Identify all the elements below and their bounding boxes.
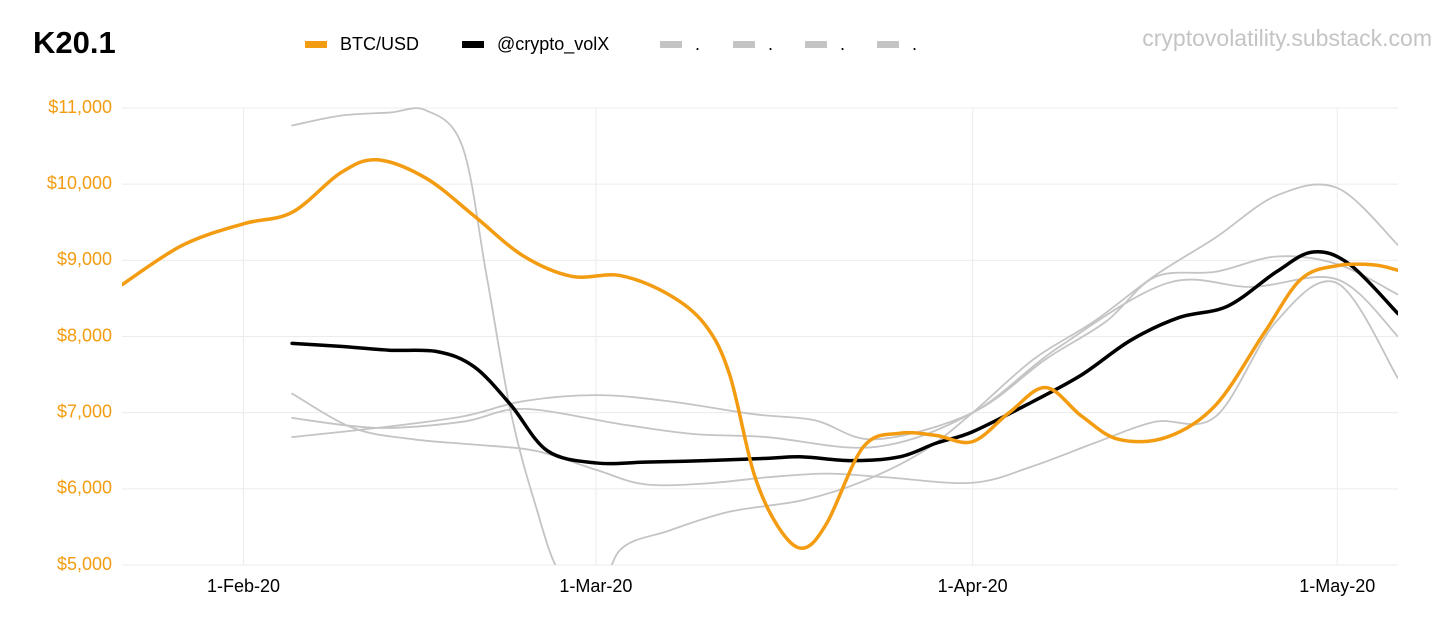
legend-label: BTC/USD <box>340 34 419 54</box>
legend-swatch <box>805 41 827 48</box>
legend-swatch <box>660 41 682 48</box>
legend-label: @crypto_volX <box>497 34 609 55</box>
legend-swatch <box>733 41 755 48</box>
data-line <box>122 157 1398 550</box>
data-line <box>291 276 1398 449</box>
data-line <box>291 107 1398 565</box>
legend-swatch <box>462 41 484 48</box>
x-tick-label: 1-Mar-20 <box>559 576 632 596</box>
legend-swatch <box>305 41 327 48</box>
legend-label: . <box>768 34 773 54</box>
legend-swatch <box>877 41 899 48</box>
source-label: cryptovolatility.substack.com <box>1142 25 1432 51</box>
x-tick-label: 1-Feb-20 <box>207 576 280 596</box>
x-tick-label: 1-Apr-20 <box>938 576 1008 596</box>
y-tick-label: $6,000 <box>57 478 112 498</box>
data-line <box>291 255 1398 441</box>
y-tick-label: $10,000 <box>47 173 112 193</box>
y-tick-label: $5,000 <box>57 554 112 574</box>
y-tick-label: $7,000 <box>57 401 112 421</box>
data-line <box>291 280 1398 487</box>
y-tick-label: $11,000 <box>48 97 112 117</box>
legend-label: . <box>912 34 917 54</box>
data-line <box>290 249 1398 466</box>
y-tick-label: $9,000 <box>57 249 112 269</box>
grid <box>122 107 1398 566</box>
y-tick-label: $8,000 <box>57 325 112 345</box>
x-tick-label: 1-May-20 <box>1299 576 1375 596</box>
plot-area <box>122 107 1398 565</box>
chart-title: K20.1 <box>33 25 116 60</box>
legend-label: . <box>695 34 700 54</box>
legend: BTC/USD @crypto_volX.... <box>305 34 917 55</box>
axis-labels: $5,000 $6,000 $7,000 $8,000 $9,000 $10,000 $11… <box>47 97 1375 596</box>
legend-label: . <box>840 34 845 54</box>
